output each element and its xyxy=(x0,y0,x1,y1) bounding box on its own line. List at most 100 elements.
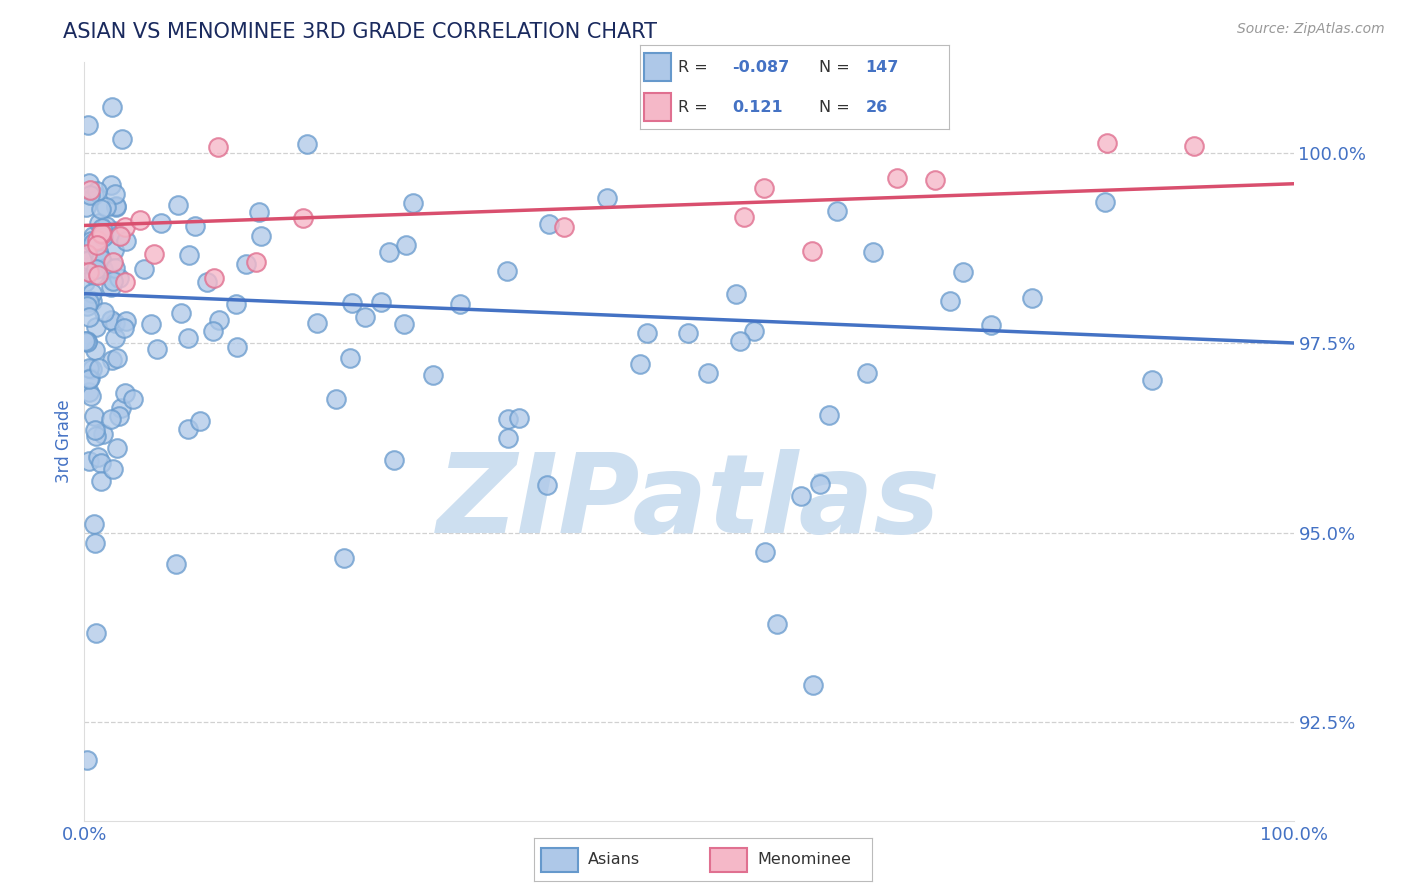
Point xyxy=(817,408,839,422)
Point xyxy=(90,226,112,240)
Point xyxy=(307,316,329,330)
Point xyxy=(149,216,172,230)
Bar xyxy=(541,848,578,871)
Point xyxy=(91,220,114,235)
Point xyxy=(86,237,108,252)
Point xyxy=(111,132,134,146)
Point xyxy=(862,244,884,259)
Point xyxy=(83,516,105,531)
Point xyxy=(202,324,225,338)
Point xyxy=(177,331,200,345)
Point xyxy=(77,265,100,279)
Point xyxy=(129,212,152,227)
Point xyxy=(89,360,111,375)
Point xyxy=(86,184,108,198)
Point xyxy=(80,362,103,376)
Point xyxy=(77,295,100,310)
Point xyxy=(79,183,101,197)
Text: 26: 26 xyxy=(866,100,887,115)
Point xyxy=(77,384,100,399)
Point xyxy=(100,178,122,192)
Text: Source: ZipAtlas.com: Source: ZipAtlas.com xyxy=(1237,22,1385,37)
Point xyxy=(80,293,103,308)
Point xyxy=(104,260,127,275)
Point xyxy=(73,275,96,289)
Point xyxy=(886,170,908,185)
Point xyxy=(77,453,100,467)
Point xyxy=(110,401,132,416)
Point xyxy=(100,312,122,326)
Text: N =: N = xyxy=(820,100,849,115)
Point xyxy=(76,334,98,349)
Point xyxy=(101,275,124,289)
Point xyxy=(384,452,406,467)
Point xyxy=(449,296,471,310)
Point xyxy=(245,255,267,269)
Point xyxy=(101,352,124,367)
Point xyxy=(980,318,1002,332)
Point xyxy=(333,551,356,566)
Point xyxy=(104,316,127,330)
Text: N =: N = xyxy=(820,60,849,75)
Bar xyxy=(644,94,671,120)
Point xyxy=(83,187,105,202)
Point xyxy=(766,617,789,632)
Point xyxy=(392,318,415,332)
Point xyxy=(105,351,128,366)
Point xyxy=(553,220,575,235)
Point xyxy=(733,210,755,224)
Point xyxy=(394,237,416,252)
Point xyxy=(208,313,231,327)
Bar xyxy=(644,54,671,80)
Point xyxy=(166,198,188,212)
Point xyxy=(79,310,101,325)
Point xyxy=(105,200,128,214)
Point xyxy=(112,321,135,335)
Point xyxy=(508,411,530,425)
Point xyxy=(104,186,127,201)
Point xyxy=(96,219,118,233)
Point xyxy=(725,287,748,301)
Point xyxy=(84,625,107,640)
Text: R =: R = xyxy=(678,100,709,115)
Point xyxy=(80,285,103,300)
Point xyxy=(325,392,347,406)
Point xyxy=(83,268,105,282)
Point xyxy=(422,368,444,383)
Text: Menominee: Menominee xyxy=(756,853,851,867)
Point xyxy=(170,306,193,320)
Point xyxy=(83,423,105,437)
Point xyxy=(754,545,776,559)
Point xyxy=(146,342,169,356)
Point xyxy=(91,261,114,276)
Point xyxy=(94,200,117,214)
Point xyxy=(370,295,392,310)
Point xyxy=(177,422,200,436)
Point xyxy=(75,200,97,214)
Point xyxy=(87,216,110,230)
Point xyxy=(77,372,100,386)
Point xyxy=(86,429,108,443)
Point xyxy=(76,335,98,350)
Point xyxy=(84,536,107,550)
Point xyxy=(108,228,131,243)
Point xyxy=(195,276,218,290)
Point xyxy=(1182,138,1205,153)
Point xyxy=(952,265,974,279)
Point xyxy=(79,252,101,267)
Point xyxy=(105,441,128,455)
Point xyxy=(801,244,824,259)
Point xyxy=(139,317,162,331)
Text: ASIAN VS MENOMINEE 3RD GRADE CORRELATION CHART: ASIAN VS MENOMINEE 3RD GRADE CORRELATION… xyxy=(63,22,657,42)
Point xyxy=(754,181,776,195)
Point xyxy=(91,227,114,242)
Point xyxy=(76,299,98,313)
Point xyxy=(80,234,103,248)
Point xyxy=(101,255,124,269)
Point xyxy=(697,366,720,380)
Point xyxy=(80,389,103,403)
Point xyxy=(77,360,100,375)
Point xyxy=(108,270,131,285)
Point xyxy=(115,235,138,249)
Point xyxy=(104,331,127,345)
